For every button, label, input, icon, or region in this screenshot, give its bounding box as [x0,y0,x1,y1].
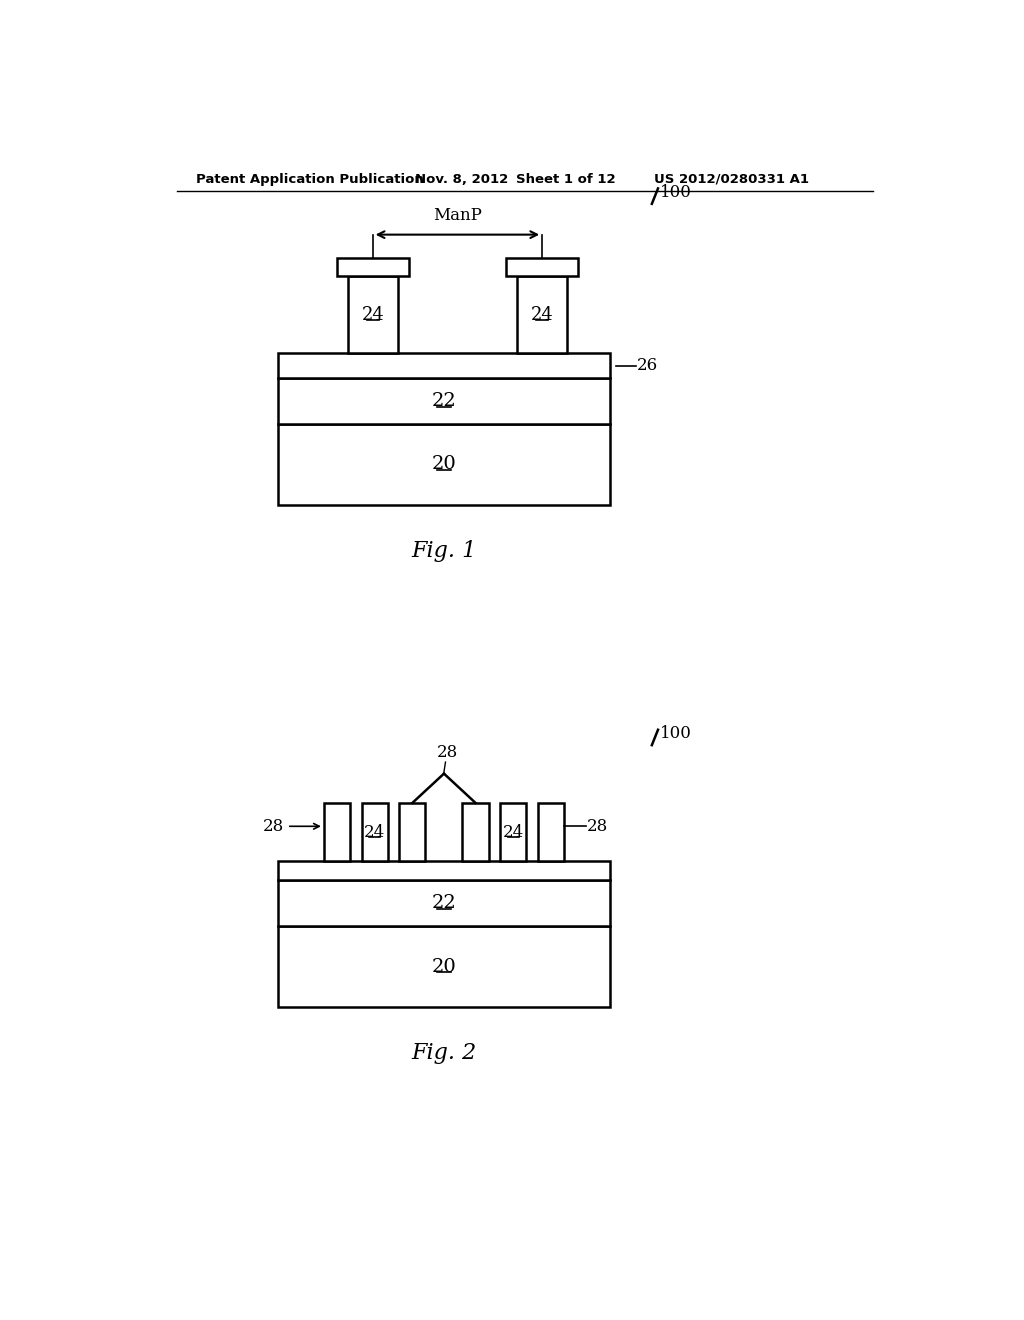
Bar [506,257,578,276]
Text: 26: 26 [637,356,658,374]
Text: 100: 100 [659,725,691,742]
Bar [279,880,609,927]
Text: 24: 24 [361,306,384,323]
Bar [538,803,564,862]
Text: 24: 24 [503,824,524,841]
Text: Nov. 8, 2012: Nov. 8, 2012 [416,173,509,186]
Text: Patent Application Publication: Patent Application Publication [196,173,424,186]
Bar [279,862,609,880]
Text: 28: 28 [587,818,608,834]
Text: US 2012/0280331 A1: US 2012/0280331 A1 [654,173,809,186]
Bar [279,424,609,506]
Text: 100: 100 [659,183,691,201]
Bar [337,257,409,276]
Bar [399,803,425,862]
Text: 28: 28 [262,818,284,834]
Bar [279,927,609,1007]
Text: Fig. 2: Fig. 2 [412,1043,476,1064]
Text: 22: 22 [431,392,457,411]
Bar [361,803,388,862]
Bar [279,378,609,424]
Bar [348,276,397,354]
Bar [463,803,488,862]
Text: 20: 20 [431,957,457,975]
Bar [279,354,609,378]
Text: ManP: ManP [433,207,482,224]
Bar [500,803,526,862]
Bar [324,803,350,862]
Text: 28: 28 [437,743,459,760]
Text: 22: 22 [431,894,457,912]
Text: 24: 24 [530,306,554,323]
Text: Fig. 1: Fig. 1 [412,540,476,562]
Text: Sheet 1 of 12: Sheet 1 of 12 [515,173,615,186]
Text: 24: 24 [364,824,385,841]
Text: 20: 20 [431,455,457,474]
Bar [517,276,567,354]
